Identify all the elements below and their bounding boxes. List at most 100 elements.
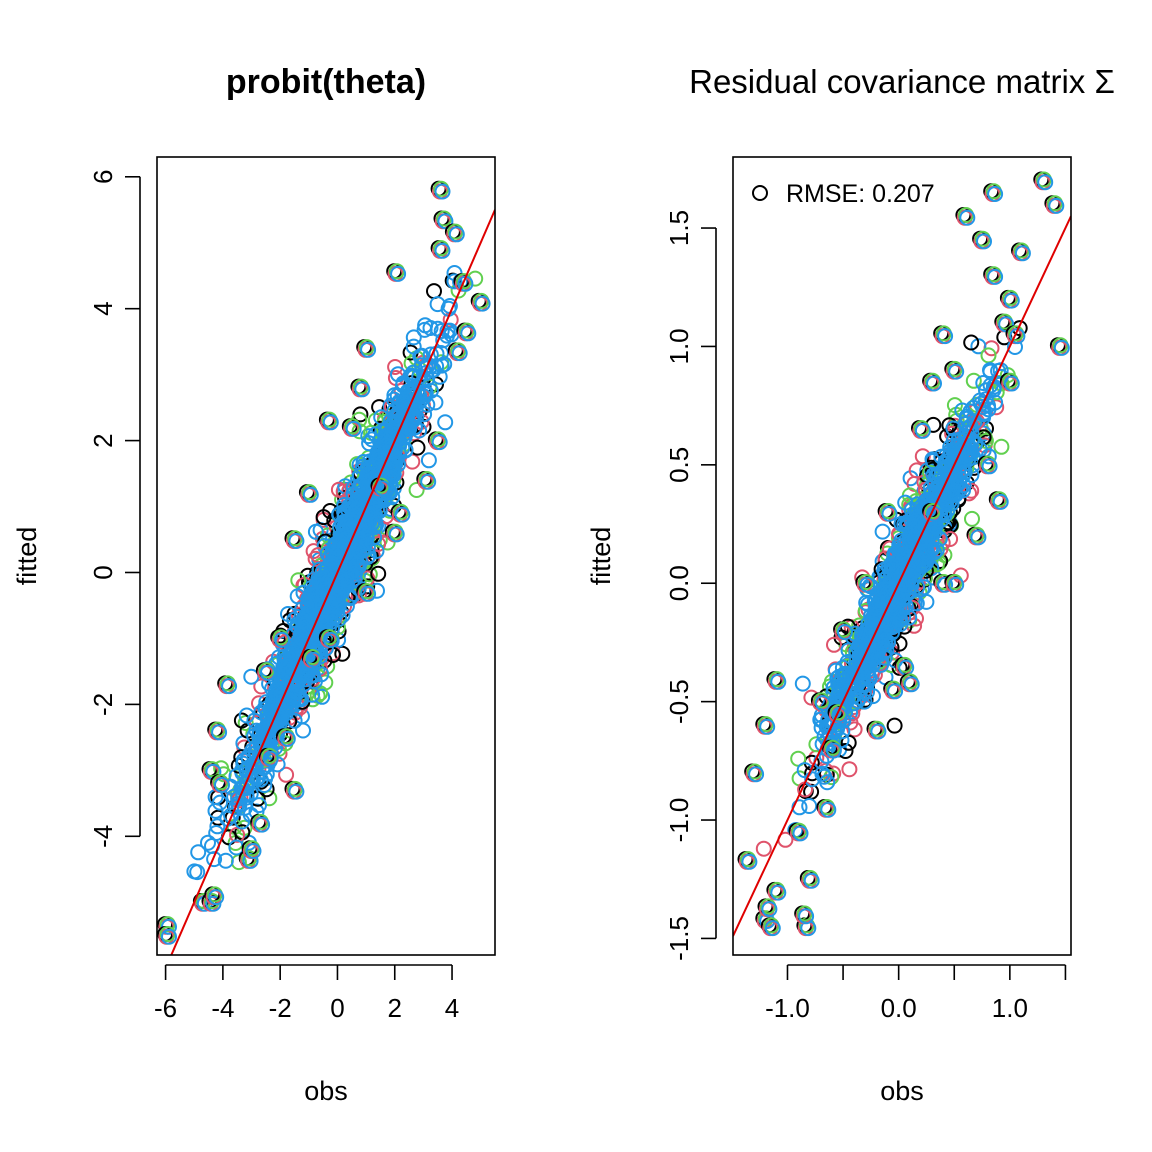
data-point <box>205 763 222 780</box>
panel-residual-covariance: Residual covariance matrix Σ -1.0 0.0 1.0-… <box>586 63 1115 1106</box>
reference-line <box>170 209 495 955</box>
data-point <box>221 678 238 695</box>
data-point <box>212 794 228 811</box>
data-point <box>939 472 956 489</box>
data-point <box>770 673 787 690</box>
data-point <box>926 375 942 392</box>
data-point <box>798 908 815 925</box>
data-point <box>354 381 371 398</box>
data-point <box>963 424 980 441</box>
legend-marker <box>752 185 768 201</box>
data-point <box>866 593 883 610</box>
x-tick-label: -1.0 <box>765 993 810 1023</box>
data-point <box>474 295 491 312</box>
y-axis-label-right: fitted <box>586 527 616 586</box>
data-point <box>993 438 1010 455</box>
data-point <box>987 186 1004 202</box>
y-axis-label-left: fitted <box>12 527 42 586</box>
data-point <box>959 209 976 226</box>
data-point <box>764 920 781 937</box>
data-point <box>388 526 405 543</box>
x-tick-label: 4 <box>445 993 459 1023</box>
y-tick-label: -0.5 <box>664 679 694 724</box>
data-point <box>286 687 303 704</box>
data-point <box>1037 174 1054 191</box>
data-point <box>908 595 925 612</box>
data-point <box>865 617 882 634</box>
y-tick-label: -1.0 <box>664 798 694 843</box>
y-tick-label: 0 <box>88 565 118 579</box>
data-point <box>431 434 448 451</box>
data-point <box>887 683 904 700</box>
data-point <box>892 611 909 628</box>
data-point <box>237 715 254 731</box>
data-point <box>964 510 980 527</box>
data-point <box>367 496 384 512</box>
data-point <box>317 640 334 657</box>
data-point <box>877 632 894 649</box>
data-point <box>209 818 226 835</box>
data-point <box>240 748 257 765</box>
data-point <box>816 768 833 785</box>
data-point <box>1048 197 1065 214</box>
data-point <box>814 695 831 712</box>
data-point <box>426 283 442 300</box>
data-point <box>918 593 935 610</box>
data-point <box>801 798 818 814</box>
data-point <box>434 183 451 200</box>
data-point <box>420 473 437 490</box>
data-point <box>755 840 772 857</box>
data-point <box>304 592 321 609</box>
data-point <box>937 475 953 492</box>
data-point <box>825 742 842 759</box>
data-point <box>249 769 266 786</box>
data-point <box>390 265 407 282</box>
data-point <box>925 467 942 483</box>
data-point <box>409 439 426 456</box>
data-point <box>794 675 811 692</box>
data-point <box>791 799 808 816</box>
y-axis: -4 -2 0 2 4 6 <box>88 170 141 848</box>
data-point <box>211 724 228 741</box>
data-point <box>288 533 305 549</box>
data-point <box>313 666 330 683</box>
data-point <box>439 322 456 339</box>
data-point <box>405 338 422 355</box>
data-point <box>451 345 468 362</box>
x-tick-label: -4 <box>211 993 234 1023</box>
data-point <box>937 576 954 593</box>
data-point <box>416 321 433 338</box>
data-point <box>394 506 411 523</box>
data-point <box>437 414 454 431</box>
data-point <box>870 723 887 740</box>
chart-title-probit-theta: probit(theta) <box>226 63 426 101</box>
data-point <box>360 585 377 602</box>
data-point <box>992 362 1009 379</box>
data-point <box>436 356 453 373</box>
x-axis: -1.0 0.0 1.0 <box>765 964 1067 1023</box>
data-point <box>941 417 958 434</box>
data-point <box>279 730 296 747</box>
data-point <box>982 377 999 394</box>
data-point <box>886 616 903 633</box>
data-point <box>208 889 225 906</box>
data-point <box>207 802 224 819</box>
data-point <box>236 799 253 816</box>
y-tick-label: 4 <box>88 301 118 315</box>
data-point <box>190 844 207 861</box>
data-point <box>841 761 858 778</box>
y-tick-label: 1.0 <box>664 328 694 364</box>
data-point <box>942 531 959 547</box>
data-point <box>867 600 884 617</box>
data-point <box>970 529 987 546</box>
data-point <box>803 872 820 889</box>
data-point <box>420 452 437 469</box>
data-point <box>955 438 972 455</box>
data-point <box>259 664 276 681</box>
data-point <box>460 325 477 342</box>
data-point <box>434 242 451 259</box>
data-point <box>792 825 809 842</box>
data-point <box>741 853 758 870</box>
data-point <box>305 651 322 668</box>
data-point <box>315 509 332 526</box>
